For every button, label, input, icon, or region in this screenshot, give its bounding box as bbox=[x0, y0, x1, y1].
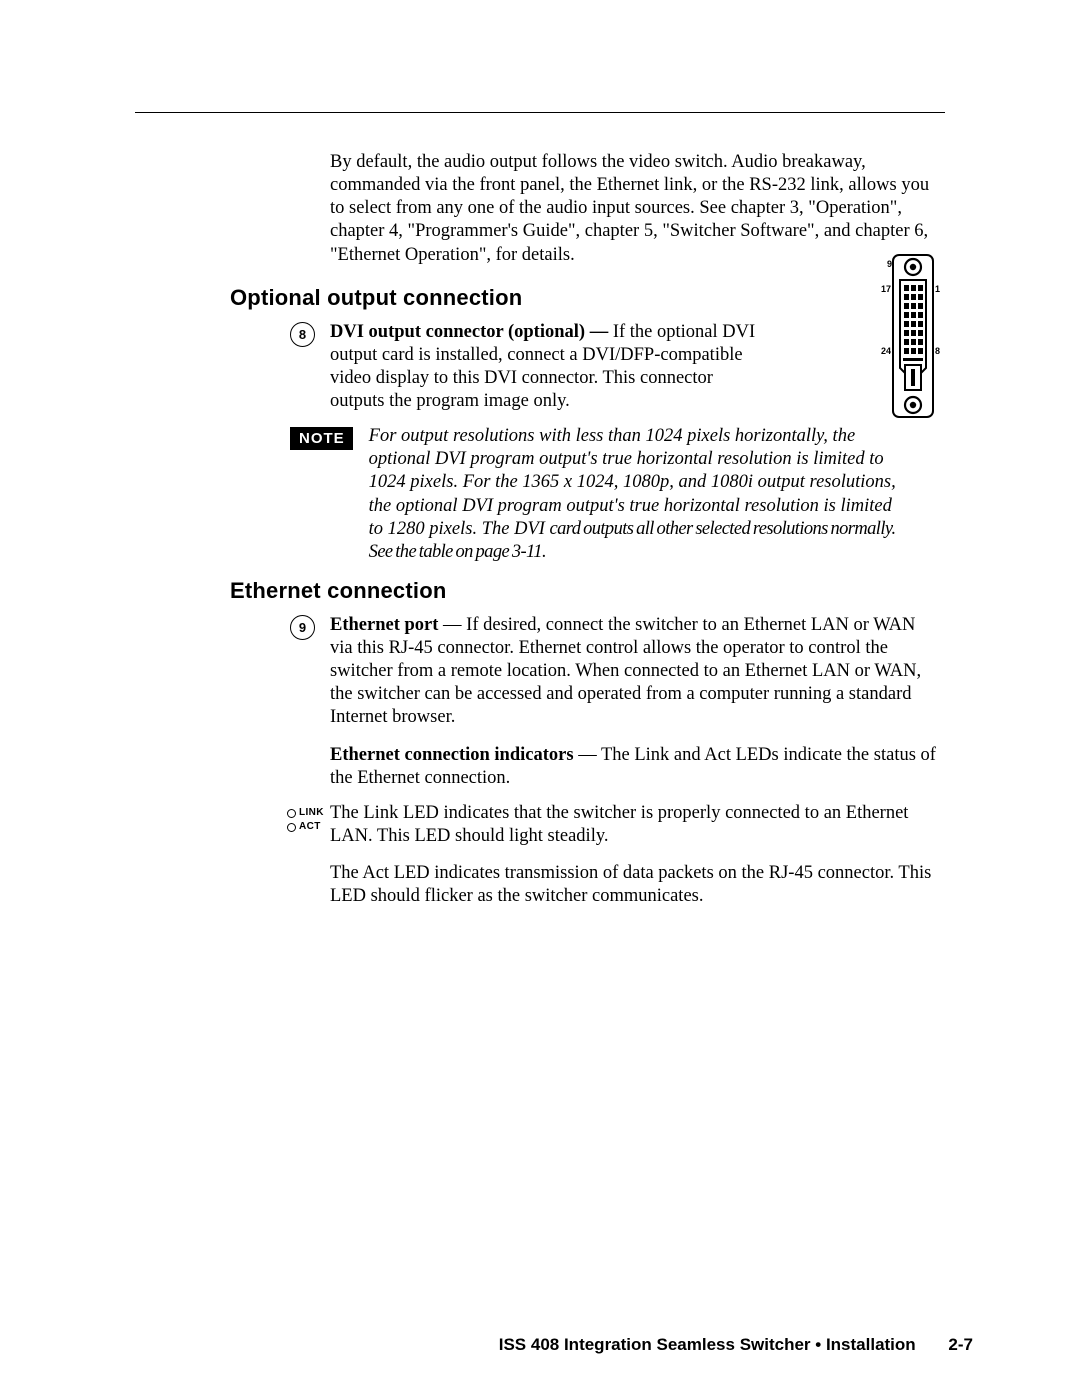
callout-9: 9 Ethernet port — If desired, connect th… bbox=[290, 614, 945, 790]
note-block: NOTE For output resolutions with less th… bbox=[290, 425, 945, 564]
led-dot-icon bbox=[287, 823, 296, 832]
circled-number-8: 8 bbox=[290, 322, 315, 347]
svg-text:24: 24 bbox=[881, 346, 891, 356]
led-link-label: LINK bbox=[299, 806, 324, 821]
dvi-connector-icon: 9 17 1 24 8 bbox=[875, 252, 945, 422]
top-rule bbox=[135, 112, 945, 113]
dvi-connector-figure: 9 17 1 24 8 bbox=[875, 252, 945, 427]
section-heading-ethernet: Ethernet connection bbox=[230, 578, 945, 604]
callout-8: 8 DVI output connector (optional) — If t… bbox=[290, 321, 945, 414]
act-led-text: The Act LED indicates transmission of da… bbox=[330, 862, 940, 908]
page-content: By default, the audio output follows the… bbox=[135, 112, 945, 926]
section-heading-optional-output: Optional output connection bbox=[230, 285, 945, 311]
callout-9-text: Ethernet port — If desired, connect the … bbox=[330, 614, 940, 790]
led-act-label: ACT bbox=[299, 820, 321, 835]
svg-text:1: 1 bbox=[935, 284, 940, 294]
ethernet-port-bold: Ethernet port bbox=[330, 615, 438, 635]
page-footer: ISS 408 Integration Seamless Switcher • … bbox=[0, 1335, 1080, 1355]
svg-text:17: 17 bbox=[881, 284, 891, 294]
link-led-text: The Link LED indicates that the switcher… bbox=[330, 802, 940, 848]
callout-8-bold: DVI output connector (optional) — bbox=[330, 322, 608, 342]
note-badge: NOTE bbox=[290, 427, 353, 450]
callout-8-text: DVI output connector (optional) — If the… bbox=[330, 321, 770, 414]
svg-text:9: 9 bbox=[887, 259, 892, 269]
circled-number-9: 9 bbox=[290, 615, 315, 640]
note-text: For output resolutions with less than 10… bbox=[369, 425, 909, 564]
footer-title: ISS 408 Integration Seamless Switcher • … bbox=[499, 1335, 916, 1354]
ethernet-indicators-bold: Ethernet connection indicators bbox=[330, 745, 574, 765]
intro-paragraph: By default, the audio output follows the… bbox=[330, 151, 945, 267]
led-dot-icon bbox=[287, 809, 296, 818]
link-led-paragraph: LINK ACT The Link LED indicates that the… bbox=[330, 802, 945, 848]
footer-page-number: 2-7 bbox=[948, 1335, 973, 1354]
svg-text:8: 8 bbox=[935, 346, 940, 356]
led-legend: LINK ACT bbox=[287, 806, 324, 835]
